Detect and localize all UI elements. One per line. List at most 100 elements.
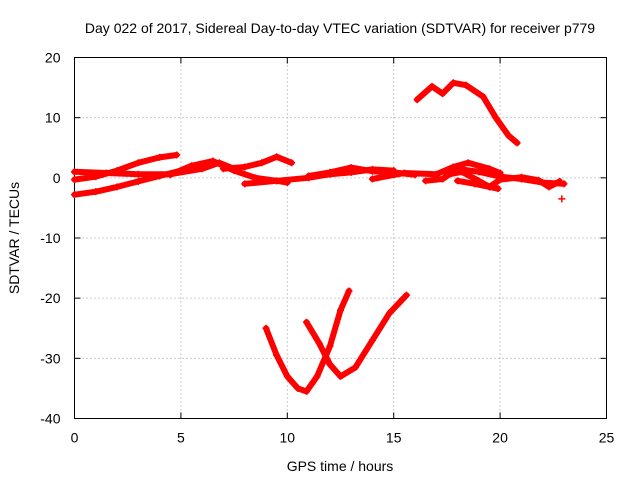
- data-point: [458, 168, 466, 176]
- series-track-dip-b: [302, 291, 410, 380]
- series-outlier-point: [558, 195, 566, 203]
- data-point: [492, 114, 500, 122]
- data-point: [313, 372, 321, 380]
- data-point: [432, 170, 440, 178]
- data-point: [351, 363, 359, 371]
- data-point: [534, 176, 542, 184]
- data-point: [494, 185, 502, 193]
- data-point: [517, 173, 525, 181]
- data-point: [400, 169, 408, 177]
- data-series: [71, 79, 568, 395]
- data-point: [422, 177, 430, 185]
- y-tick-label: 10: [45, 110, 61, 126]
- data-point: [337, 372, 344, 380]
- data-point: [262, 324, 270, 332]
- data-point: [294, 384, 302, 392]
- data-point: [288, 159, 296, 167]
- data-point: [134, 159, 142, 167]
- y-tick-label: -10: [40, 230, 60, 246]
- chart-ticks: [74, 57, 607, 419]
- data-point: [368, 175, 376, 183]
- data-point: [443, 171, 451, 179]
- data-point: [479, 93, 487, 101]
- data-point: [102, 169, 110, 177]
- data-point: [402, 291, 410, 299]
- series-line: [414, 79, 521, 146]
- data-point: [428, 82, 436, 90]
- data-point: [439, 90, 447, 98]
- x-tick-labels: 0 5 10 15 20 25: [71, 430, 615, 446]
- data-point: [449, 79, 457, 87]
- data-point: [337, 306, 344, 314]
- data-point: [462, 81, 470, 89]
- x-tick-label: 0: [71, 430, 79, 446]
- x-tick-label: 10: [280, 430, 296, 446]
- y-tick-label: -20: [40, 290, 60, 306]
- data-point: [368, 167, 376, 175]
- chart-gridlines: [74, 57, 607, 419]
- y-tick-labels: -40 -30 -20 -10 0 10 20: [40, 50, 60, 427]
- data-point: [326, 360, 334, 368]
- data-point: [305, 172, 313, 180]
- data-point: [71, 176, 78, 184]
- data-point: [302, 318, 310, 326]
- x-tick-label: 5: [177, 430, 185, 446]
- series-track-baseline-k: [454, 177, 502, 193]
- series-track-baseline-j: [443, 168, 564, 191]
- data-point: [545, 183, 553, 191]
- data-point: [345, 287, 353, 295]
- data-point: [156, 153, 164, 161]
- data-point: [134, 177, 142, 185]
- data-point: [558, 195, 566, 203]
- y-tick-label: -30: [40, 350, 60, 366]
- data-point: [134, 170, 142, 178]
- data-point: [258, 159, 266, 167]
- x-tick-label: 15: [386, 430, 402, 446]
- series-line: [454, 177, 501, 192]
- data-point: [347, 164, 355, 172]
- series-track-baseline-b: [71, 151, 181, 184]
- data-point: [485, 183, 493, 191]
- data-point: [241, 163, 249, 171]
- data-point: [188, 162, 196, 170]
- y-axis-label: SDTVAR / TECUs: [6, 182, 22, 294]
- data-point: [496, 176, 504, 184]
- data-point: [560, 180, 568, 188]
- data-point: [454, 177, 462, 185]
- series-track-baseline-e: [219, 153, 296, 173]
- data-point: [273, 351, 281, 359]
- data-point: [556, 177, 564, 185]
- data-point: [326, 168, 334, 176]
- series-track-dip-a: [262, 287, 353, 395]
- x-tick-label: 25: [599, 430, 615, 446]
- series-line: [303, 292, 410, 380]
- y-tick-label: 20: [45, 50, 61, 66]
- data-point: [173, 151, 181, 159]
- data-point: [475, 168, 483, 176]
- series-line: [220, 153, 295, 172]
- data-point: [385, 309, 393, 317]
- series-track-baseline-h: [368, 159, 504, 183]
- chart-title: Day 022 of 2017, Sidereal Day-to-day VTE…: [85, 20, 595, 36]
- x-tick-label: 20: [492, 430, 508, 446]
- data-point: [368, 336, 376, 344]
- data-point: [166, 171, 174, 179]
- data-point: [283, 372, 291, 380]
- data-point: [92, 188, 100, 196]
- data-point: [241, 180, 249, 188]
- y-tick-label: 0: [53, 170, 61, 186]
- data-point: [113, 183, 121, 191]
- data-point: [198, 165, 206, 173]
- x-axis-label: GPS time / hours: [287, 458, 394, 474]
- data-point: [315, 339, 323, 347]
- data-point: [219, 165, 227, 173]
- data-point: [302, 387, 310, 395]
- data-point: [464, 159, 472, 167]
- data-point: [273, 177, 281, 185]
- data-point: [273, 153, 281, 161]
- data-point: [471, 180, 479, 188]
- data-point: [505, 132, 513, 140]
- data-point: [326, 342, 334, 350]
- data-point: [413, 96, 421, 104]
